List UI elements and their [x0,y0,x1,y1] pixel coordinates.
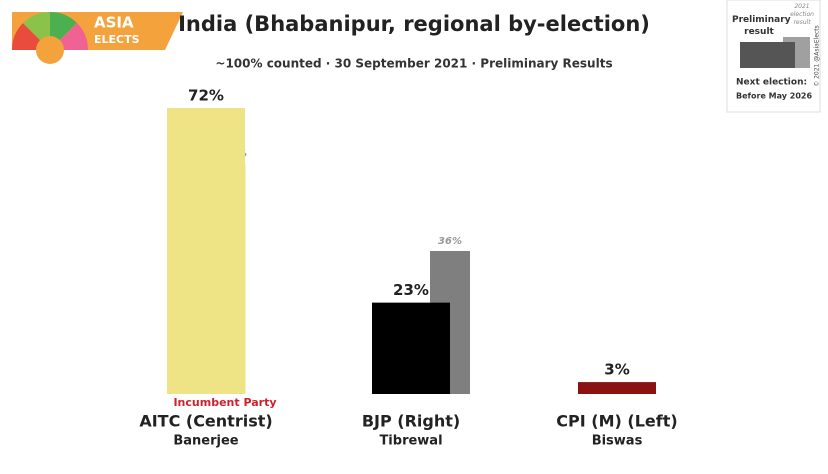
annotation: Incumbent Party [173,396,276,409]
bar [372,302,450,394]
value-label: 23% [393,281,429,299]
logo: ASIA ELECTS [11,11,183,64]
next-election-value: Before May 2026 [736,92,812,101]
x-tick-label: CPI (M) (Left) [556,412,677,431]
bar [167,108,245,394]
x-tick-label: BJP (Right) [362,412,460,431]
value-label: 36% [438,236,462,247]
x-tick-label: AITC (Centrist) [139,412,272,431]
legend-label: Preliminary result [732,15,791,37]
value-label: 3% [604,361,629,379]
next-election-label: Next election: [736,78,807,88]
chart-subtitle: ~100% counted · 30 September 2021 · Prel… [215,57,612,71]
logo-text: ELECTS [94,33,140,46]
candidate-label: Banerjee [173,434,238,449]
legend-label: 2021 election result [790,3,814,26]
legend-swatch [740,42,795,68]
bar [578,382,656,394]
value-label: 72% [188,87,224,105]
chart-title: India (Bhabanipur, regional by-election) [178,12,650,36]
copyright: © 2021 @AsiaElects [814,25,821,87]
legend-frame [726,0,821,113]
logo-text: ASIA [94,14,134,32]
candidate-label: Tibrewal [379,434,442,449]
candidate-label: Biswas [592,434,643,449]
